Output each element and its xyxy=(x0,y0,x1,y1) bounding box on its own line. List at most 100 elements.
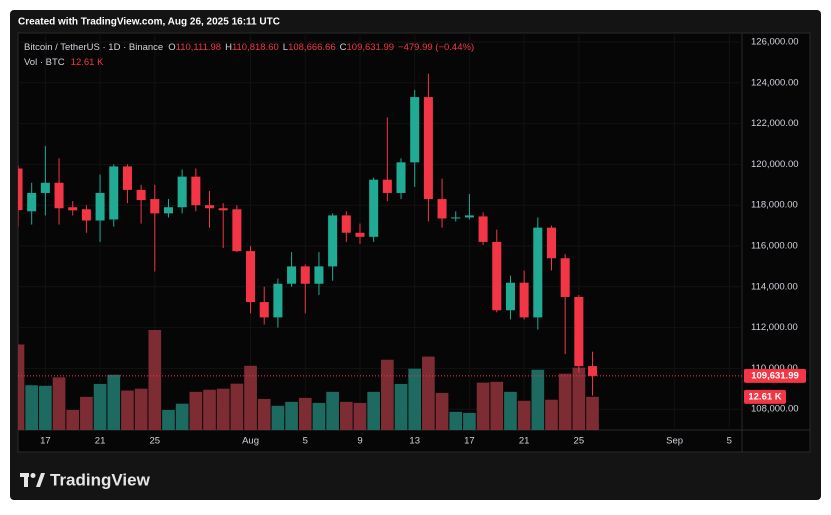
candle-body xyxy=(95,192,105,221)
axes: 108,000.00 110,000.00 112,000.00 114,000.00… xyxy=(40,37,806,447)
volume-bar xyxy=(312,402,326,430)
candle-body xyxy=(341,215,351,233)
x-tick-label: 21 xyxy=(95,436,106,447)
volume-bar xyxy=(353,402,367,430)
legend-field-value: 110,111.98 xyxy=(176,42,221,53)
legend-field-value: 110,818.60 xyxy=(232,42,279,53)
candle-body xyxy=(560,258,570,297)
candle-body xyxy=(122,166,132,190)
y-tick-label: 116,000.00 xyxy=(751,241,798,252)
volume-bar xyxy=(203,389,216,430)
candle-body xyxy=(546,227,557,259)
last-volume-label: 12.61 K xyxy=(748,391,781,402)
volume-bar xyxy=(25,385,39,430)
candle-body xyxy=(136,189,146,201)
candle-body xyxy=(533,227,543,318)
legend-volume: Vol · BTC 12.61 K xyxy=(24,57,104,68)
x-tick-label: 17 xyxy=(464,436,475,447)
candle-body xyxy=(574,296,584,367)
volume-bar xyxy=(586,396,599,430)
legend-field-label: O xyxy=(168,42,175,53)
volume-bar xyxy=(449,411,463,430)
candle-body xyxy=(109,166,119,220)
volume-bar xyxy=(134,388,148,430)
volume-bar xyxy=(558,373,572,430)
candle-body xyxy=(68,207,78,211)
candle-body xyxy=(588,366,598,376)
candle-body xyxy=(163,207,173,214)
y-tick-label: 110,000.00 xyxy=(751,363,798,374)
candle-body xyxy=(246,251,256,303)
y-tick-label: 124,000.00 xyxy=(751,77,799,88)
volume-bar xyxy=(257,398,271,430)
last-price-label: 109,631.99 xyxy=(751,370,799,381)
candle-body xyxy=(204,205,215,209)
x-tick-label: 25 xyxy=(150,436,161,447)
brand-logo xyxy=(20,473,45,487)
x-tick-label: Sep xyxy=(666,436,683,447)
last-price-box xyxy=(744,368,806,383)
volume-bar xyxy=(408,368,422,430)
candle-body xyxy=(519,282,529,318)
volume-bar xyxy=(107,374,121,430)
candle-body xyxy=(18,168,23,211)
volume-bar xyxy=(517,400,531,430)
brand: TradingView xyxy=(50,470,151,489)
volume-bar xyxy=(394,383,408,430)
y-tick-label: 122,000.00 xyxy=(751,118,799,129)
volume-bar xyxy=(572,367,586,430)
volume-bar xyxy=(121,390,134,430)
volume-bar xyxy=(490,381,504,430)
candle-body xyxy=(300,266,310,284)
volume-bar xyxy=(148,330,162,430)
volume-name: Vol · BTC xyxy=(24,57,65,68)
volume-bar xyxy=(381,359,394,430)
x-tick-label: 25 xyxy=(574,436,585,447)
candle-body xyxy=(259,302,269,318)
x-tick-label: 21 xyxy=(519,436,530,447)
candle-body xyxy=(273,283,283,318)
volume-bar xyxy=(285,401,298,430)
volume-bar xyxy=(339,401,353,430)
candle-body xyxy=(505,282,515,311)
y-tick-label: 120,000.00 xyxy=(751,159,799,170)
volume-pane xyxy=(18,330,599,430)
x-tick-label: 5 xyxy=(303,436,308,447)
candle-body xyxy=(437,199,447,219)
candle-body xyxy=(355,232,365,237)
volume-bar xyxy=(66,410,80,430)
volume-bar xyxy=(52,377,66,430)
y-tick-label: 112,000.00 xyxy=(751,322,798,333)
volume-bar xyxy=(504,391,517,430)
volume-bar xyxy=(18,344,25,430)
header: Created with TradingView.com, Aug 26, 20… xyxy=(18,17,280,28)
legend-field-label: L xyxy=(283,42,288,53)
volume-bar xyxy=(244,365,257,430)
volume-bar xyxy=(80,396,93,430)
legend-field-label: C xyxy=(340,42,347,53)
last-volume-box xyxy=(744,389,786,404)
candle-body xyxy=(191,176,201,206)
volume-bar xyxy=(189,391,203,430)
y-tick-label: 108,000.00 xyxy=(751,404,799,415)
x-tick-label: 13 xyxy=(409,436,420,447)
candle-body xyxy=(81,209,91,221)
volume-bar xyxy=(271,405,285,430)
symbol: Bitcoin / TetherUS · 1D · Binance xyxy=(24,42,163,53)
x-tick-label: 5 xyxy=(727,436,732,447)
volume-bar xyxy=(545,399,558,430)
volume-bar xyxy=(367,391,380,430)
candle-body xyxy=(464,215,474,218)
candle-body xyxy=(150,199,160,214)
candle-body xyxy=(369,179,379,237)
candle-body xyxy=(423,97,433,200)
x-tick-label: Aug xyxy=(242,436,259,447)
y-tick-label: 118,000.00 xyxy=(751,200,798,211)
volume-bar xyxy=(435,392,449,430)
volume-bar xyxy=(531,369,545,430)
volume-bar xyxy=(175,403,189,430)
candles xyxy=(18,73,742,396)
candle-body xyxy=(314,266,324,284)
